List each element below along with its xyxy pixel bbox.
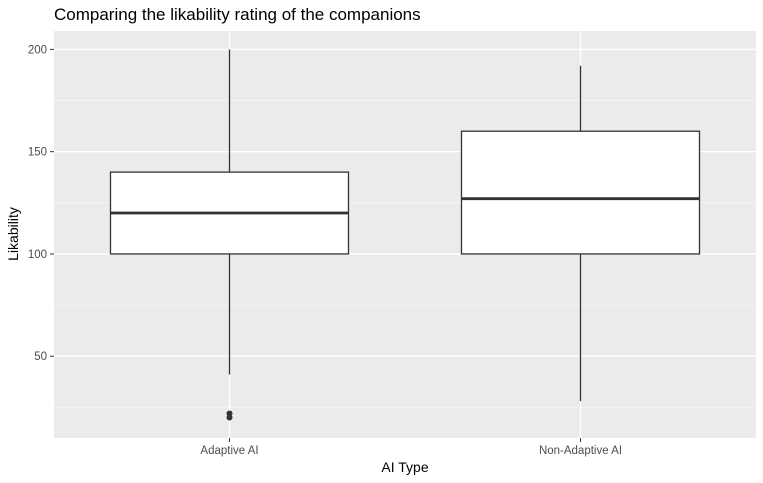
box-iqr — [460, 130, 701, 255]
y-tick-label: 100 — [28, 249, 47, 261]
x-tick-label: Non-Adaptive AI — [539, 445, 622, 457]
x-axis-title: AI Type — [381, 459, 428, 475]
y-tick-label: 50 — [34, 351, 47, 363]
y-tick-label: 150 — [28, 147, 47, 159]
box-group — [460, 65, 701, 402]
outlier-point — [226, 410, 233, 417]
x-tick-label: Adaptive AI — [200, 445, 258, 457]
chart-title: Comparing the likability rating of the c… — [54, 5, 421, 24]
y-axis-title: Likability — [5, 207, 21, 261]
y-tick-label: 200 — [28, 44, 47, 56]
box-group — [109, 49, 350, 421]
